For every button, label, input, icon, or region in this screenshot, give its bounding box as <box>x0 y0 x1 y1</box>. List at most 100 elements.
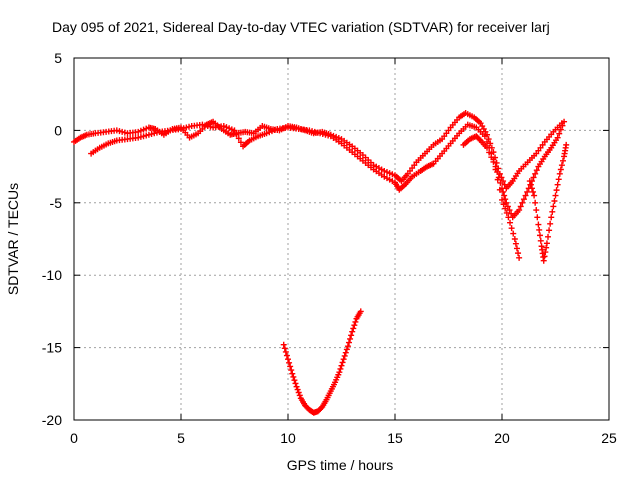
data-point <box>296 392 303 399</box>
data-point <box>516 254 523 261</box>
data-point <box>504 203 511 210</box>
data-point <box>524 188 531 195</box>
data-point <box>534 214 541 221</box>
data-point <box>500 188 507 195</box>
data-point <box>340 356 347 363</box>
data-point <box>343 346 350 353</box>
data-point <box>555 176 562 183</box>
data-point <box>345 339 352 346</box>
data-point <box>484 144 491 151</box>
data-point <box>537 237 544 244</box>
series-track-b <box>88 121 523 261</box>
data-point <box>493 159 500 166</box>
data-point <box>553 187 560 194</box>
data-point <box>291 377 298 384</box>
data-point <box>507 219 514 226</box>
data-point <box>352 318 359 325</box>
data-point <box>543 240 550 247</box>
data-point <box>350 325 357 332</box>
data-point <box>501 192 508 199</box>
data-point <box>502 196 509 203</box>
data-point <box>526 178 533 185</box>
data-point <box>533 167 540 174</box>
x-tick-label: 25 <box>601 430 617 446</box>
data-point <box>357 308 364 315</box>
data-point <box>290 373 297 380</box>
data-point <box>559 122 566 129</box>
data-point <box>338 362 345 369</box>
data-point <box>341 352 348 359</box>
data-point <box>532 170 539 177</box>
data-point <box>233 131 240 138</box>
data-point <box>294 386 301 393</box>
data-point <box>286 359 293 366</box>
x-tick-label: 20 <box>494 430 510 446</box>
data-point <box>288 367 295 374</box>
data-point <box>551 197 558 204</box>
data-point <box>344 343 351 350</box>
data-point <box>508 225 515 232</box>
data-point <box>543 244 550 251</box>
data-point <box>547 220 554 227</box>
data-point <box>347 335 354 342</box>
y-axis-label: SDTVAR / TECUs <box>5 183 21 295</box>
y-tick-label: -15 <box>42 340 62 356</box>
data-point <box>506 207 513 214</box>
data-point <box>542 249 549 256</box>
data-point <box>513 245 520 252</box>
y-tick-label: -20 <box>42 412 62 428</box>
data-point <box>561 118 568 125</box>
data-point <box>348 332 355 339</box>
data-point <box>497 179 504 186</box>
data-point <box>517 203 524 210</box>
data-point <box>490 158 497 165</box>
data-point <box>339 359 346 366</box>
data-point <box>231 127 238 134</box>
data-point <box>289 370 296 377</box>
data-point <box>527 181 534 188</box>
data-point <box>535 221 542 228</box>
data-point <box>531 192 538 199</box>
data-point <box>336 369 343 376</box>
y-tick-label: 0 <box>54 122 62 138</box>
y-tick-label: -10 <box>42 267 62 283</box>
data-point <box>522 192 529 199</box>
x-axis-label: GPS time / hours <box>287 457 394 473</box>
data-point <box>481 133 488 140</box>
data-point <box>548 214 555 221</box>
data-point <box>503 199 510 206</box>
data-point <box>292 380 299 387</box>
plot-frame <box>73 57 610 421</box>
data-point <box>337 365 344 372</box>
data-point <box>293 383 300 390</box>
data-point <box>283 352 290 359</box>
data-point <box>536 232 543 239</box>
x-tick-label: 0 <box>70 430 78 446</box>
data-point <box>530 174 537 181</box>
data-point <box>499 185 505 192</box>
data-point <box>530 188 537 195</box>
data-point <box>280 341 287 348</box>
y-tick-label: 5 <box>54 50 62 66</box>
data-point <box>519 199 526 206</box>
data-point <box>287 363 294 370</box>
data-point <box>554 181 561 188</box>
data-point <box>486 149 493 156</box>
y-tick-label: -5 <box>50 195 63 211</box>
data-point <box>557 166 564 173</box>
data-point <box>545 233 552 240</box>
data-point <box>511 236 518 242</box>
data-point <box>549 208 556 215</box>
series-track-d <box>526 141 570 264</box>
data-point <box>563 141 570 148</box>
data-point <box>494 169 501 176</box>
data-point <box>528 185 535 192</box>
data-point <box>282 348 289 355</box>
data-point <box>554 134 561 141</box>
data-point <box>499 196 505 203</box>
data-point <box>512 240 519 247</box>
data-point <box>552 192 559 199</box>
data-point <box>488 154 495 161</box>
data-point <box>532 199 539 206</box>
data-point <box>558 162 565 169</box>
